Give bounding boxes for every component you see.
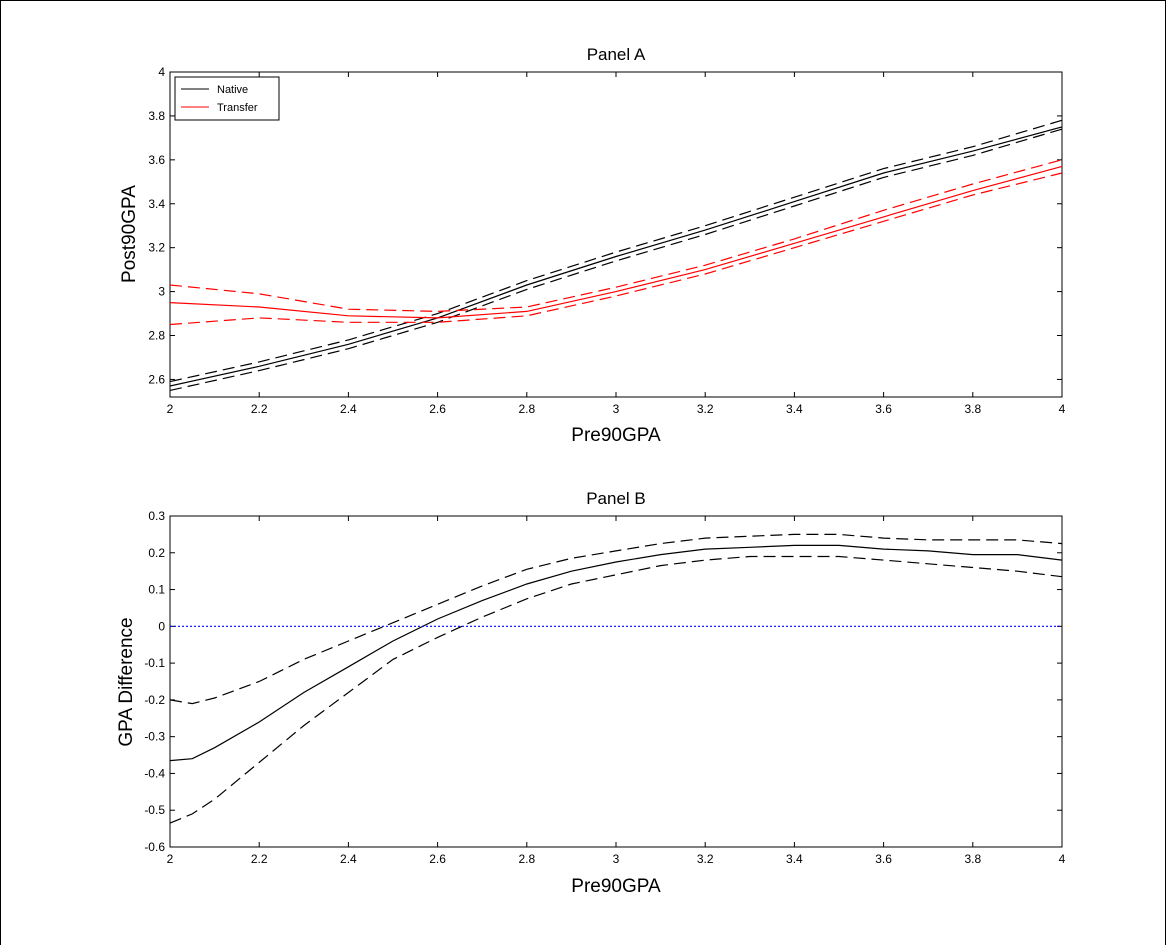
x-tick-label: 2.2: [251, 852, 268, 866]
panel-a-series: [169, 119, 1063, 391]
x-tick-label: 3.2: [697, 402, 714, 416]
y-tick-label: 0.3: [148, 509, 165, 523]
x-tick-label: 2.8: [518, 852, 535, 866]
x-tick-label: 3.8: [964, 852, 981, 866]
x-tick-label: 3.4: [786, 852, 803, 866]
y-tick-label: 0.1: [148, 583, 165, 597]
panel-a-legend: Native Transfer: [174, 76, 280, 121]
x-tick-label: 4: [1059, 402, 1066, 416]
y-tick-label: 3.2: [148, 241, 165, 255]
legend-label-native: Native: [217, 84, 248, 96]
x-tick-label: 2.2: [251, 402, 268, 416]
x-tick-label: 2.6: [429, 852, 446, 866]
y-tick-label: -0.5: [144, 803, 165, 817]
series-line-solid-0: [169, 544, 1063, 762]
panel-b-ticks: 2 2.2 2.4 2.6 2.8 3 3.2 3.4 3.6 3.8 4 -0.6 -0.5 -0.4 -…: [144, 509, 1065, 866]
x-tick-label: 4: [1059, 852, 1066, 866]
x-tick-label: 3.4: [786, 402, 803, 416]
series-line-dashed-2: [169, 128, 1063, 391]
x-tick-label: 2.4: [340, 852, 357, 866]
y-tick-label: 2.6: [148, 372, 165, 386]
x-tick-label: 3: [613, 402, 620, 416]
x-tick-label: 3.2: [697, 852, 714, 866]
series-line-dashed-5: [169, 172, 1063, 326]
x-tick-label: 3.6: [875, 402, 892, 416]
y-tick-label: -0.2: [144, 693, 165, 707]
x-tick-label: 2.4: [340, 402, 357, 416]
y-tick-label: -0.1: [144, 656, 165, 670]
y-tick-label: 2.8: [148, 329, 165, 343]
panel-a-ylabel: Post90GPA: [119, 185, 140, 283]
series-line-transfer-3: [169, 165, 1063, 319]
y-tick-label: 0: [158, 619, 165, 633]
x-tick-label: 2: [167, 402, 174, 416]
panel-b-plot-area: [169, 515, 1063, 848]
y-tick-label: 4: [158, 65, 165, 79]
y-tick-label: -0.6: [144, 840, 165, 854]
panel-a: Panel A Pre90GPA Post90GPA 2 2.2 2.4 2.6 2.8…: [119, 45, 1066, 446]
panel-a-plot-area: [169, 71, 1063, 398]
panel-a-xlabel: Pre90GPA: [571, 425, 661, 446]
x-tick-label: 3.8: [964, 402, 981, 416]
x-tick-label: 3: [613, 852, 620, 866]
panel-b-xlabel: Pre90GPA: [571, 876, 661, 897]
y-tick-label: 3.4: [148, 197, 165, 211]
x-tick-label: 2.8: [518, 402, 535, 416]
y-tick-label: 3.6: [148, 153, 165, 167]
y-tick-label: 3: [158, 285, 165, 299]
series-line-dashed-2: [169, 555, 1063, 824]
panel-a-title: Panel A: [587, 45, 646, 64]
y-tick-label: 0.2: [148, 546, 165, 560]
series-line-dashed-1: [169, 119, 1063, 383]
panel-a-ticks: 2 2.2 2.4 2.6 2.8 3 3.2 3.4 3.6 3.8 4 2.6 2.8 3 3.2 3.4…: [148, 65, 1065, 416]
panel-b: Panel B Pre90GPA GPA Difference 2 2.2 2.4 2…: [116, 489, 1066, 897]
panel-b-title: Panel B: [586, 489, 646, 508]
y-tick-label: -0.3: [144, 730, 165, 744]
x-tick-label: 2.6: [429, 402, 446, 416]
x-tick-label: 3.6: [875, 852, 892, 866]
series-line-dashed-1: [169, 533, 1063, 705]
series-line-dashed-4: [169, 159, 1063, 313]
panel-b-ylabel: GPA Difference: [116, 617, 137, 746]
y-tick-label: 3.8: [148, 109, 165, 123]
legend-label-transfer: Transfer: [217, 102, 258, 114]
series-line-native-0: [169, 126, 1063, 387]
panel-b-series: [169, 533, 1063, 824]
legend-box: [174, 76, 280, 121]
y-tick-label: -0.4: [144, 766, 165, 780]
x-tick-label: 2: [167, 852, 174, 866]
